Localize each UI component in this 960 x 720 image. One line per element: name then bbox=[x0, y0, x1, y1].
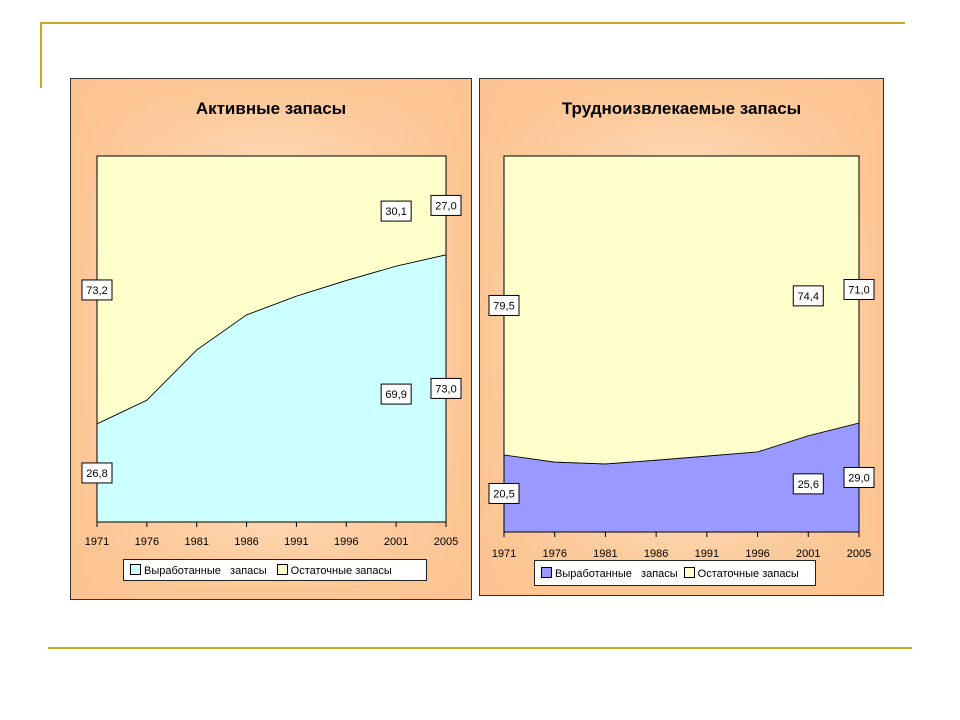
x-tick-label: 1986 bbox=[644, 548, 668, 560]
data-label: 30,1 bbox=[385, 206, 406, 218]
data-label-box bbox=[81, 462, 113, 484]
legend-item-depleted: Выработанные запасы bbox=[541, 566, 678, 580]
area-series-1 bbox=[503, 155, 860, 465]
left-rule bbox=[40, 22, 42, 88]
x-tick-label: 2005 bbox=[847, 548, 871, 560]
hard-to-recover-reserves-chart: Трудноизвлекаемые запасы 1971 1976 1981 198… bbox=[479, 78, 884, 596]
x-tick-label: 2001 bbox=[796, 548, 820, 560]
legend-label: Остаточные запасы bbox=[290, 564, 392, 577]
x-tick-label: 1986 bbox=[234, 536, 258, 548]
x-tick-label: 2001 bbox=[384, 536, 408, 548]
legend-swatch-remaining bbox=[683, 566, 695, 578]
x-tick-label: 1996 bbox=[745, 548, 769, 560]
bottom-rule bbox=[48, 647, 912, 649]
chart-title: Активные запасы bbox=[195, 99, 347, 118]
data-label: 20,5 bbox=[493, 488, 514, 500]
data-label: 26,8 bbox=[86, 468, 107, 480]
chart-legend: Выработанные запасы Остаточные запасы bbox=[534, 560, 816, 586]
data-label: 79,5 bbox=[493, 300, 514, 312]
x-tick-label: 1991 bbox=[284, 536, 308, 548]
legend-item-depleted: Выработанные запасы bbox=[130, 563, 267, 577]
top-rule bbox=[40, 22, 905, 24]
x-tick-label: 1981 bbox=[593, 548, 617, 560]
active-reserves-chart: Активные запасы 1971 1976 1981 1986 1991 1996… bbox=[70, 78, 472, 600]
data-label-box bbox=[843, 278, 875, 300]
legend-item-remaining: Остаточные запасы bbox=[683, 566, 799, 580]
chart-legend: Выработанные запасы Остаточные запасы bbox=[123, 559, 427, 581]
data-label-box bbox=[380, 383, 412, 405]
data-label-box bbox=[792, 285, 824, 307]
x-tick-label: 2005 bbox=[434, 536, 458, 548]
data-label-box bbox=[843, 466, 875, 488]
x-tick-label: 1981 bbox=[184, 536, 208, 548]
x-tick-label: 1971 bbox=[492, 548, 516, 560]
data-label-box bbox=[380, 200, 412, 222]
data-label: 73,2 bbox=[86, 285, 107, 297]
legend-swatch-depleted bbox=[541, 566, 552, 578]
data-label-box bbox=[488, 482, 520, 504]
x-tick-label: 1976 bbox=[135, 536, 159, 548]
legend-label: Выработанные запасы bbox=[144, 564, 267, 577]
plot-frame bbox=[96, 155, 447, 523]
chart-title: Трудноизвлекаемые запасы bbox=[561, 99, 802, 118]
data-label-box bbox=[792, 473, 824, 495]
legend-label: Остаточные запасы bbox=[697, 567, 799, 580]
x-tick-label: 1971 bbox=[85, 536, 109, 548]
data-label-box bbox=[430, 377, 462, 399]
legend-swatch-depleted bbox=[130, 563, 141, 575]
data-label: 71,0 bbox=[848, 284, 869, 296]
legend-label: Выработанные запасы bbox=[555, 567, 678, 580]
data-label-box bbox=[81, 279, 113, 301]
x-tick-label: 1996 bbox=[334, 536, 358, 548]
data-label: 74,4 bbox=[798, 291, 819, 303]
legend-swatch-remaining bbox=[276, 563, 288, 575]
chart-plot: 1971 1976 1981 1986 1991 1996 2001 2005 20,5 25,6… bbox=[488, 155, 875, 560]
data-label: 25,6 bbox=[798, 479, 819, 491]
data-label-box bbox=[430, 194, 462, 216]
data-label: 69,9 bbox=[385, 389, 406, 401]
data-label-box bbox=[488, 294, 520, 316]
legend-item-remaining: Остаточные запасы bbox=[276, 563, 392, 577]
chart-plot: 1971 1976 1981 1986 1991 1996 2001 2005 26,8 69,9… bbox=[81, 155, 462, 548]
x-tick-label: 1991 bbox=[695, 548, 719, 560]
data-label: 27,0 bbox=[435, 200, 456, 212]
data-label: 73,0 bbox=[435, 383, 456, 395]
x-tick-label: 1976 bbox=[542, 548, 566, 560]
plot-frame bbox=[503, 155, 860, 533]
data-label: 29,0 bbox=[848, 472, 869, 484]
